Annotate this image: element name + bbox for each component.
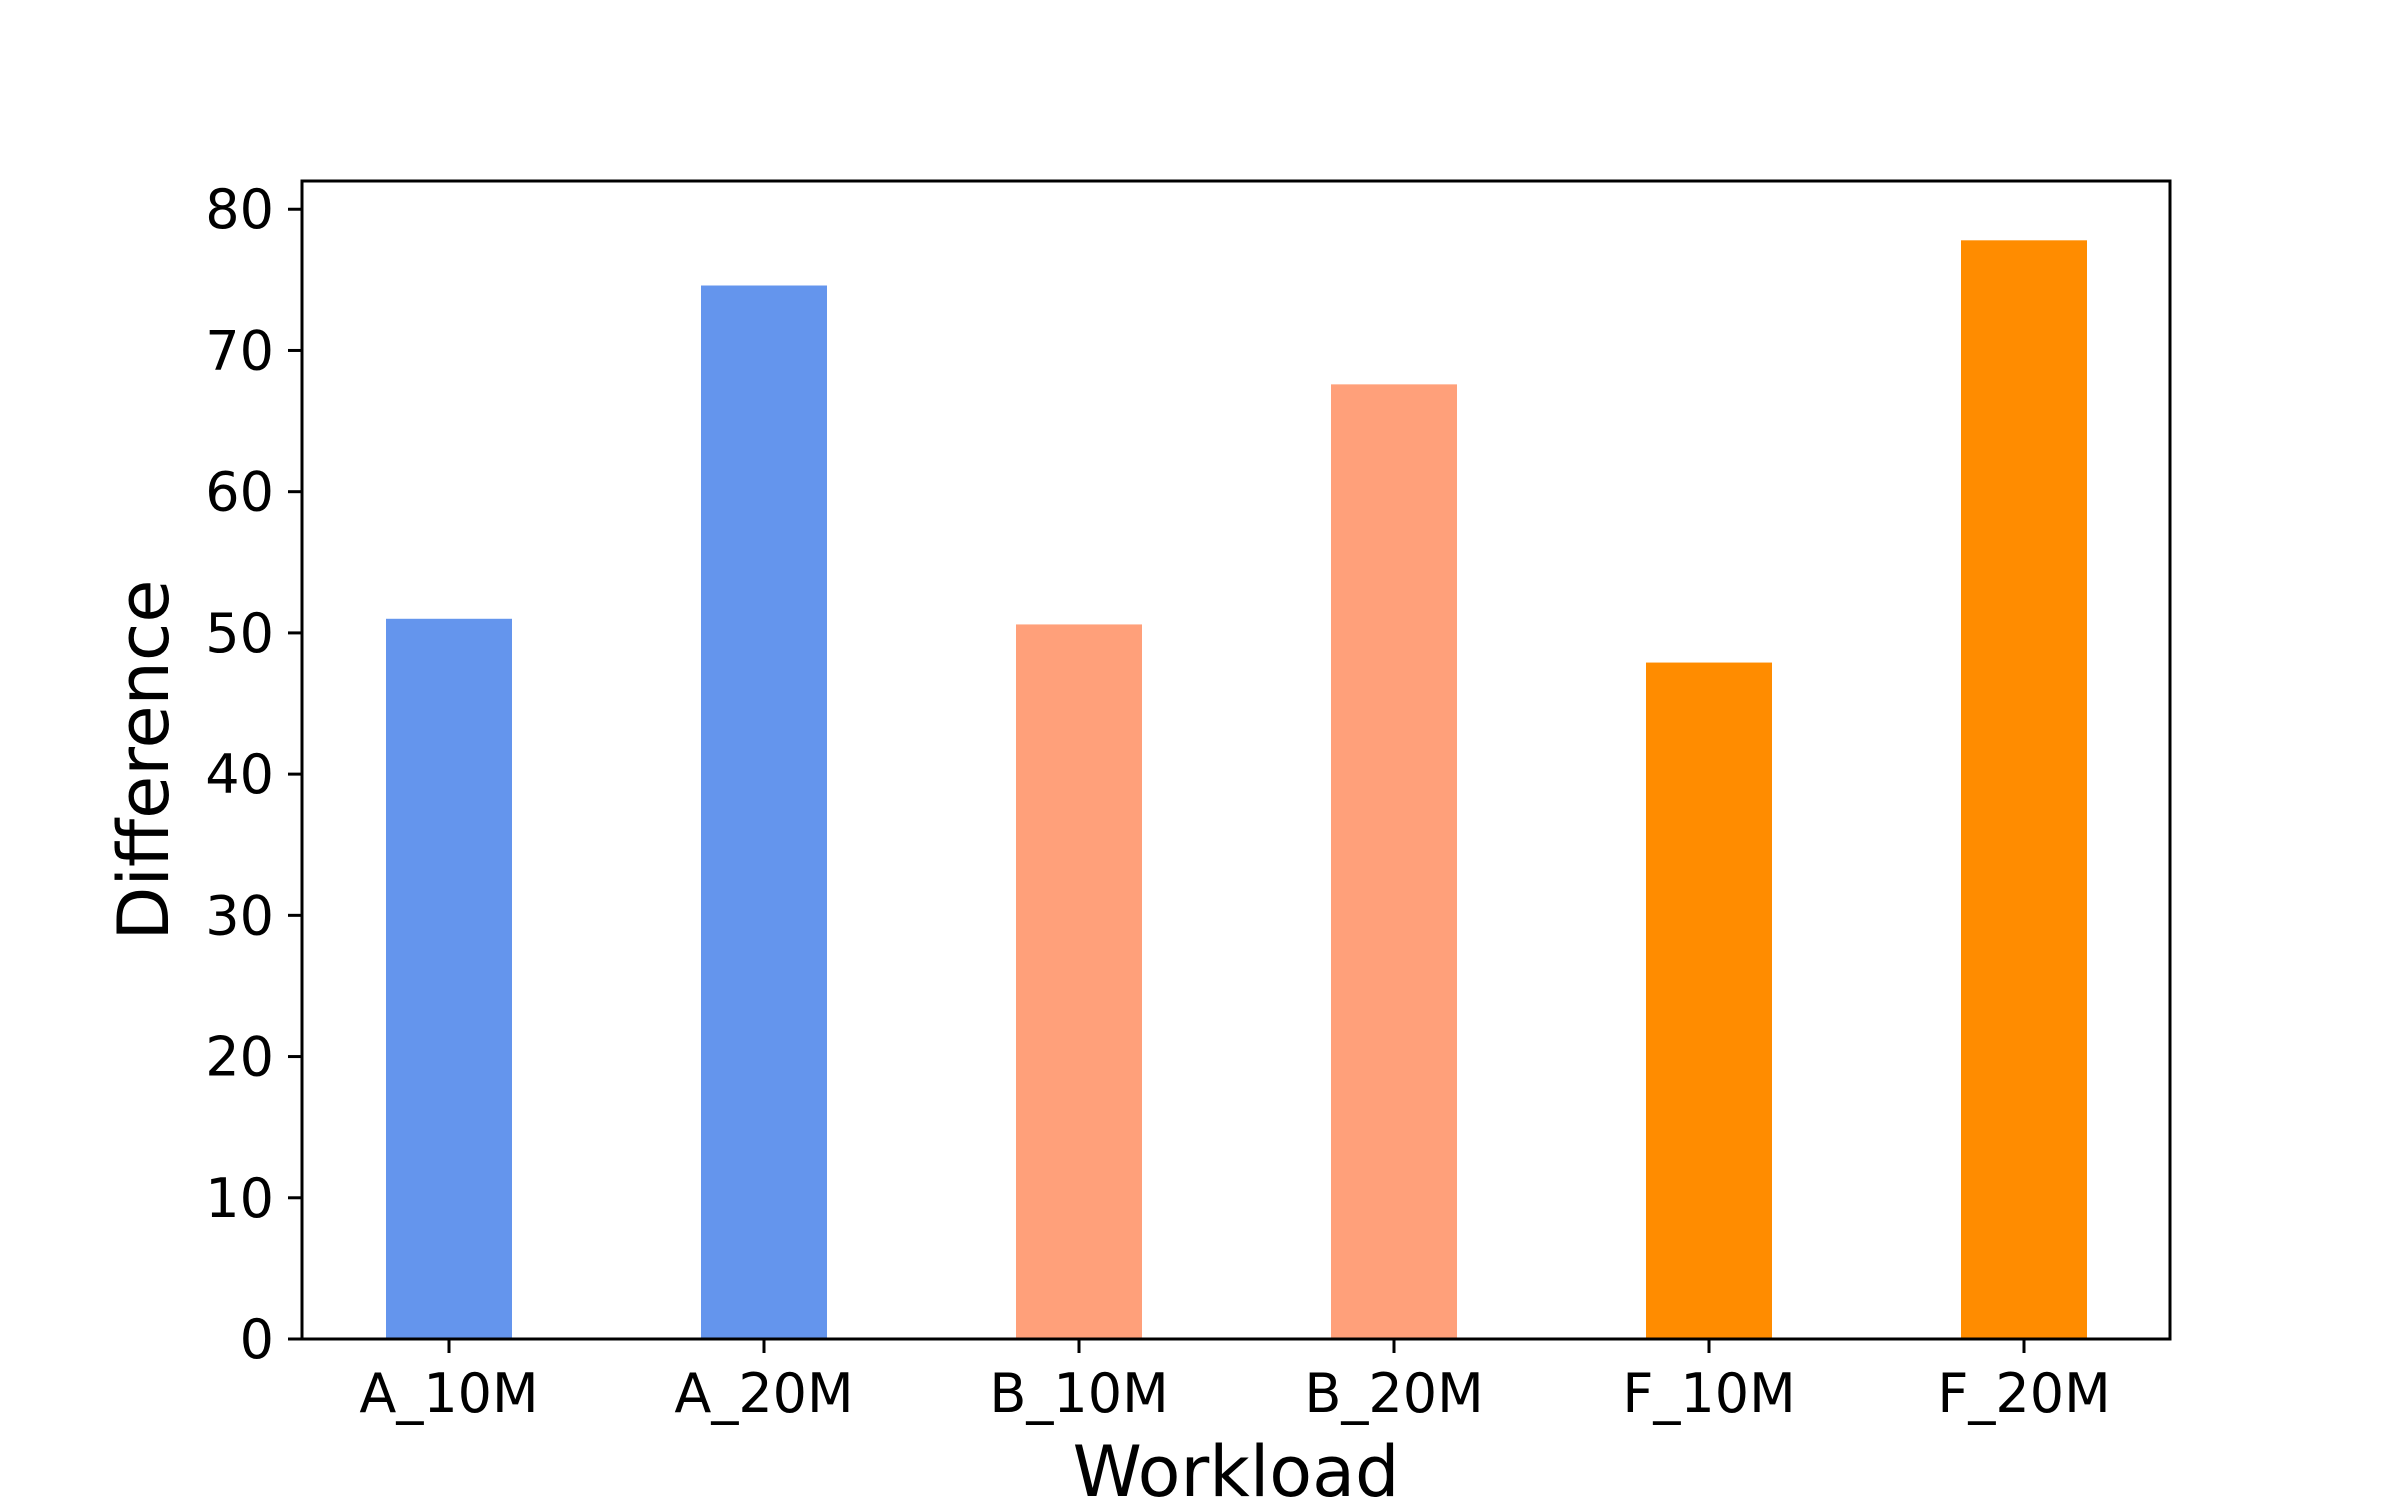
y-tick-label: 40 [205,743,274,806]
y-tick-label: 50 [205,602,274,665]
y-tick-label: 60 [205,461,274,524]
plot-frame [300,179,2172,1341]
bar-b-10m [1016,624,1142,1339]
x-tick-label: F_10M [1622,1362,1795,1425]
bar-a-10m [386,618,512,1339]
x-tick-label: A_10M [359,1362,538,1425]
x-axis-ticks: A_10M A_20M B_10M B_20M F_10M F_20M [359,1339,2111,1425]
bars-group [386,240,2087,1340]
y-axis-ticks: 0 10 20 30 40 50 60 70 80 [205,178,302,1371]
x-tick-label: B_20M [1304,1362,1483,1425]
x-tick-label: F_20M [1937,1362,2110,1425]
y-tick-label: 80 [205,178,274,241]
y-tick-label: 20 [205,1026,274,1089]
x-tick-label: B_10M [989,1362,1168,1425]
y-axis-title: Difference [103,580,185,941]
x-axis-title: Workload [1073,1431,1400,1500]
bar-a-20m [701,285,827,1339]
bar-b-20m [1331,384,1457,1340]
y-tick-label: 0 [240,1308,274,1371]
y-tick-label: 30 [205,884,274,947]
x-tick-label: A_20M [674,1362,853,1425]
y-tick-label: 10 [205,1167,274,1230]
y-tick-label: 70 [205,319,274,382]
bar-f-10m [1646,662,1772,1339]
bar-f-20m [1961,240,2087,1339]
